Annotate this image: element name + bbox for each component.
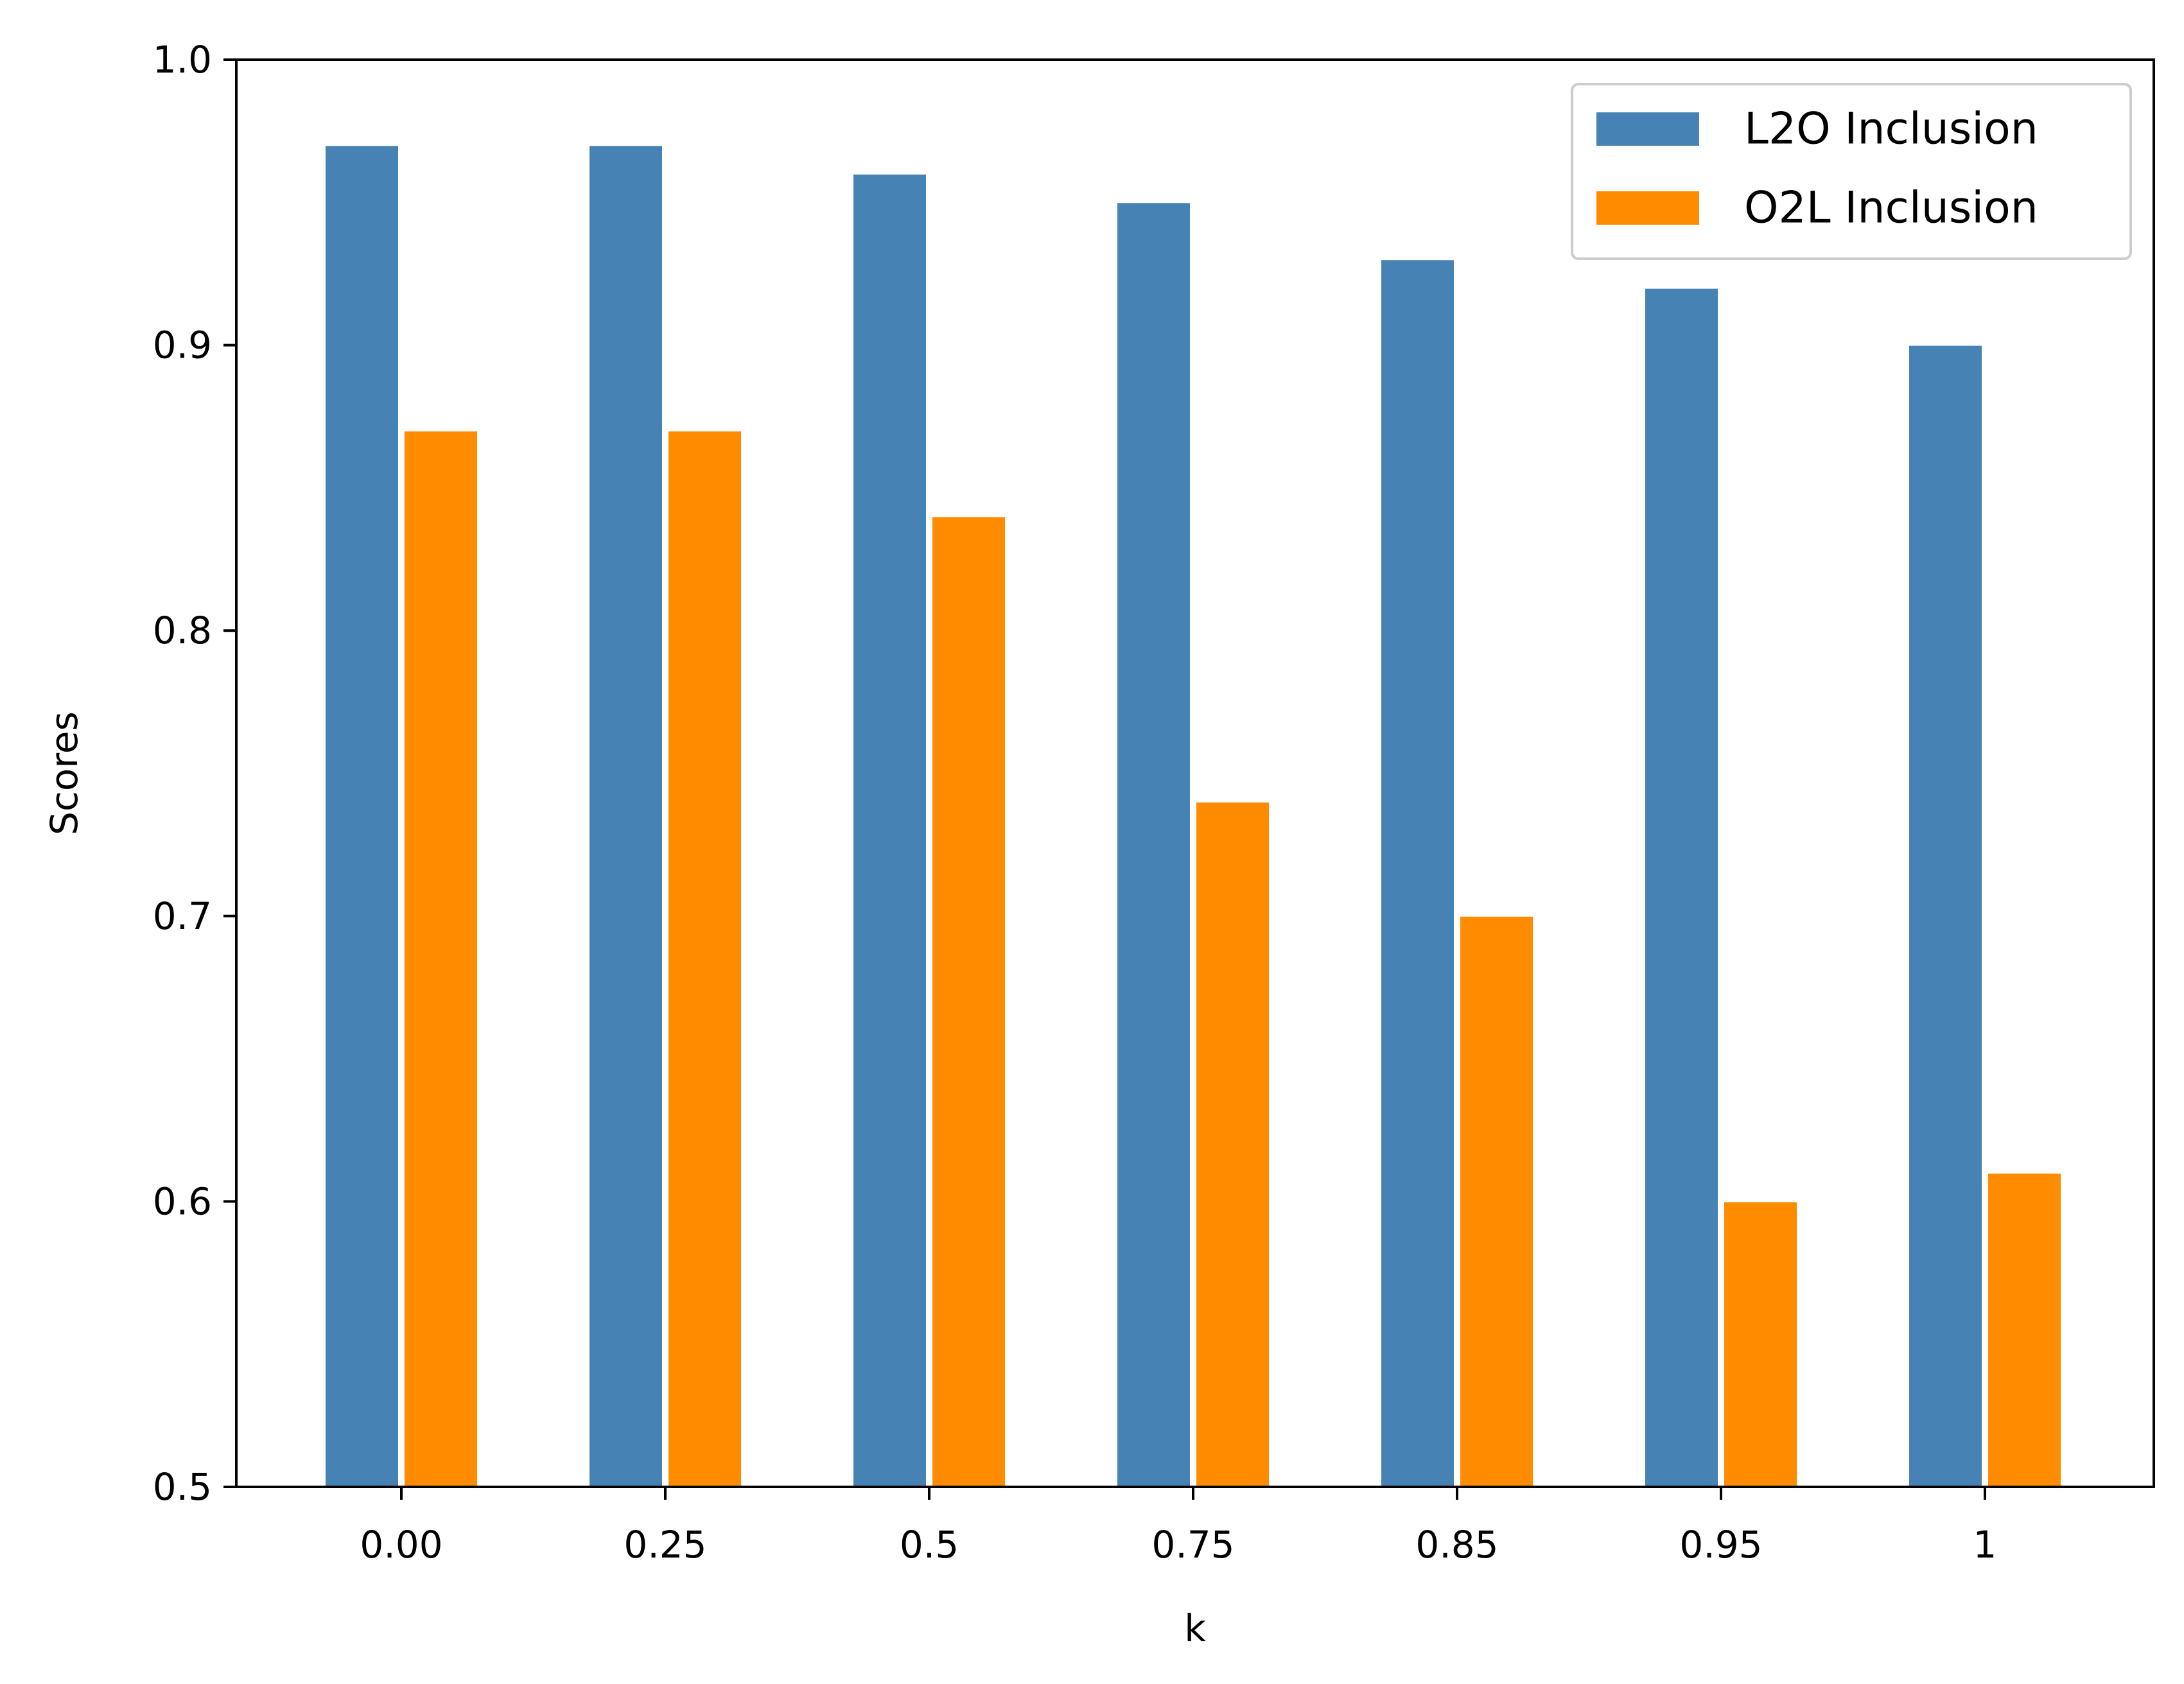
legend-swatch-0 (1596, 112, 1699, 146)
bar-l2o-6 (1908, 344, 1983, 1488)
bar-o2l-3 (1195, 801, 1270, 1488)
bar-l2o-2 (852, 173, 927, 1488)
bar-o2l-0 (403, 430, 478, 1488)
axes-layer: 0.5 0.6 0.7 0.8 0.9 1.0 0.00 0.25 0.5 0.75 0.85 0.9… (42, 38, 2155, 1650)
y-tick-label-0: 0.5 (153, 1465, 212, 1509)
y-tick-label-2: 0.7 (153, 894, 212, 938)
bars-layer (324, 144, 2062, 1488)
x-tick-label-0: 0.00 (360, 1523, 442, 1567)
legend: L2O Inclusion O2L Inclusion (1571, 83, 2132, 260)
bar-o2l-5 (1723, 1201, 1798, 1488)
bar-l2o-4 (1380, 259, 1455, 1488)
bar-o2l-4 (1459, 915, 1534, 1488)
bar-o2l-1 (667, 430, 742, 1488)
bar-o2l-6 (1987, 1172, 2062, 1488)
y-tick-label-3: 0.8 (153, 609, 212, 652)
y-tick-label-4: 0.9 (153, 324, 212, 367)
legend-label-0: L2O Inclusion (1744, 104, 2038, 155)
legend-label-1: O2L Inclusion (1744, 183, 2038, 234)
x-tick-label-4: 0.85 (1415, 1523, 1498, 1567)
bar-l2o-0 (324, 144, 399, 1488)
x-tick-label-5: 0.95 (1679, 1523, 1762, 1567)
y-axis-label: Scores (42, 711, 86, 835)
plot-frame (235, 58, 2155, 1488)
y-tick-label-5: 1.0 (153, 38, 212, 82)
x-tick-label-3: 0.75 (1151, 1523, 1234, 1567)
bar-o2l-2 (931, 516, 1006, 1488)
x-tick-label-6: 1 (1973, 1523, 1997, 1567)
bar-l2o-3 (1116, 202, 1191, 1488)
bar-l2o-1 (588, 144, 663, 1488)
x-tick-label-2: 0.5 (900, 1523, 959, 1567)
bar-l2o-5 (1644, 287, 1719, 1488)
legend-box (1571, 83, 2132, 260)
y-tick-label-1: 0.6 (153, 1179, 212, 1223)
x-axis-label: k (1184, 1606, 1206, 1650)
x-tick-label-1: 0.25 (624, 1523, 706, 1567)
legend-swatch-1 (1596, 191, 1699, 225)
